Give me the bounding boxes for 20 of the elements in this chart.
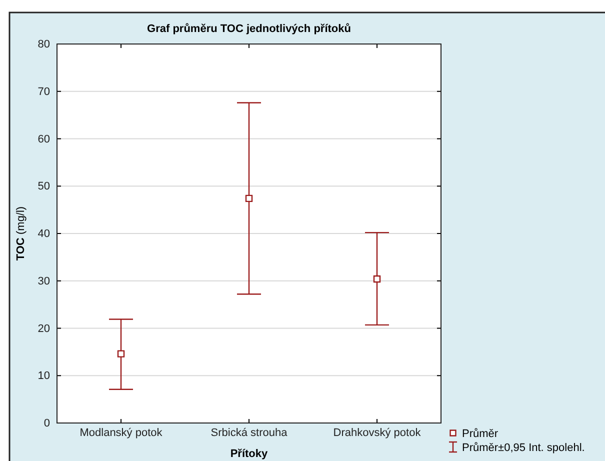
- point: [245, 194, 253, 202]
- y-tick-label: 50: [38, 180, 50, 193]
- y-tick-label: 30: [38, 275, 50, 288]
- y-tick-label: 40: [38, 228, 50, 240]
- y-tick-label: 0: [44, 418, 50, 430]
- x-tick-label: Srbická strouha: [210, 427, 288, 439]
- y-tick-label: 20: [38, 322, 50, 335]
- x-tick-label: Drahkovský potok: [333, 427, 422, 439]
- y-tick-label: 80: [38, 38, 50, 51]
- y-tick-label: 70: [38, 86, 50, 98]
- point: [117, 350, 125, 358]
- y-tick-label: 10: [38, 370, 50, 382]
- y-tick-label: 60: [38, 133, 50, 146]
- x-axis-title: Přítoky: [230, 448, 269, 460]
- chart-title: Graf průměru TOC jednotlivých přítoků: [147, 23, 351, 35]
- legend-label: Průměr: [462, 428, 498, 440]
- point: [373, 275, 381, 283]
- y-axis-title: TOC (mg/l): [15, 206, 27, 261]
- text: Průměr±0,95 Int. spolehl.: [462, 442, 585, 454]
- x-tick-label: Modlanský potok: [80, 427, 163, 439]
